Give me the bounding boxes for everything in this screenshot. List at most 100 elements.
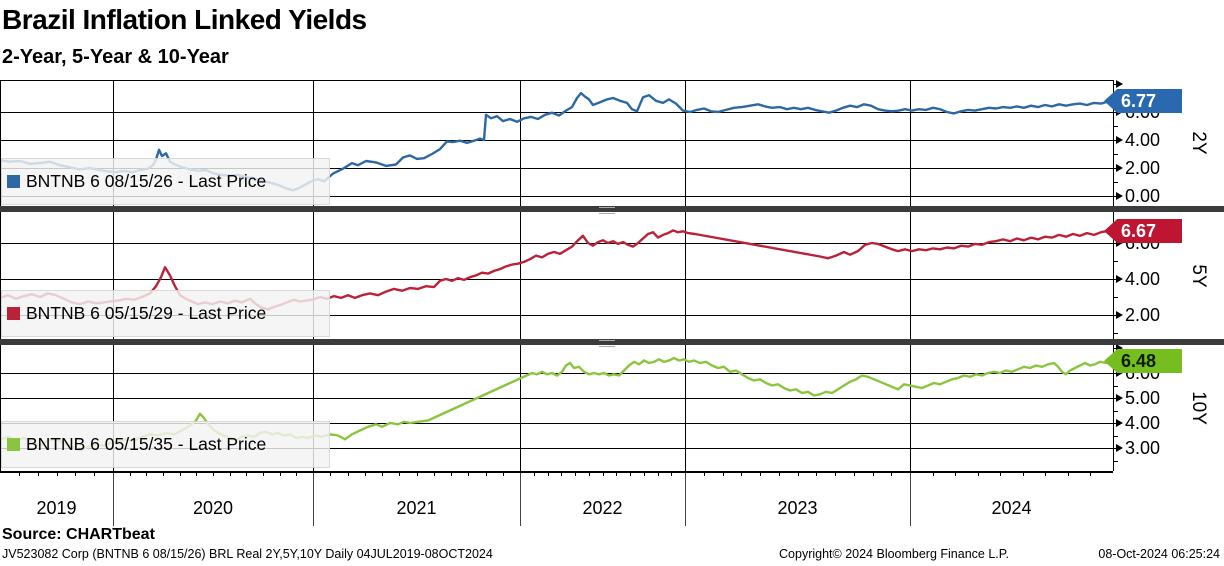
x-axis-minor-tick <box>703 471 705 476</box>
x-axis-minor-tick <box>835 471 836 476</box>
y-axis-minor-tick <box>1113 385 1118 387</box>
y-axis-tick-label: 4.00 <box>1125 269 1161 289</box>
y-gridline <box>0 398 1113 399</box>
x-axis-minor-tick <box>296 471 298 476</box>
x-axis-minor-tick <box>932 471 934 476</box>
x-axis-year-label: 2024 <box>991 498 1032 518</box>
y-axis-minor-tick <box>1113 154 1118 155</box>
y-axis-tick-arrow <box>1116 311 1123 319</box>
legend-box: BNTNB 6 05/15/29 - Last Price <box>1 290 330 337</box>
x-axis-minor-tick <box>722 471 724 476</box>
x-axis-minor-tick <box>853 471 855 476</box>
plot-left-spine <box>0 80 1 471</box>
x-axis-year-label: 2023 <box>777 498 818 518</box>
source-label: Source: CHARTbeat <box>2 526 155 543</box>
y-axis-tick-arrow <box>1116 369 1123 377</box>
x-axis-minor-tick <box>816 471 818 476</box>
legend-label: BNTNB 6 05/15/35 - Last Price <box>26 434 267 454</box>
x-axis-minor-tick <box>547 471 549 476</box>
year-divider-line <box>520 471 521 526</box>
year-divider-line <box>685 471 686 526</box>
x-axis-minor-tick <box>533 471 535 476</box>
last-price-badge: 6.67 <box>1104 219 1182 243</box>
panel-side-label: 2Y <box>1188 131 1209 155</box>
y-gridline <box>0 448 1113 449</box>
x-axis-minor-tick <box>279 471 281 476</box>
x-axis-minor-tick <box>94 471 96 476</box>
x-axis-minor-tick <box>347 471 349 476</box>
year-gridline <box>520 80 521 471</box>
panel-side-label: 5Y <box>1188 263 1209 288</box>
x-axis-minor-tick <box>56 471 58 476</box>
x-axis-minor-tick <box>616 471 618 476</box>
legend-marker-square <box>7 438 20 451</box>
x-axis-year-label: 2020 <box>192 498 234 518</box>
year-gridline <box>910 80 911 471</box>
y-gridline <box>0 315 1113 316</box>
plot-right-spine <box>1113 80 1114 471</box>
x-axis-minor-tick <box>213 471 214 476</box>
y-axis-minor-tick <box>1113 126 1118 127</box>
x-axis-minor-tick <box>451 471 452 476</box>
y-gridline <box>0 279 1113 280</box>
last-price-badge: 6.77 <box>1104 89 1182 113</box>
panel-separator-grip[interactable] <box>599 339 615 347</box>
y-axis-tick-label: 5.00 <box>1125 388 1161 408</box>
x-axis-minor-tick <box>485 471 487 476</box>
x-axis-minor-tick <box>891 471 893 476</box>
y-gridline <box>0 112 1113 113</box>
x-axis-minor-tick <box>657 471 659 476</box>
x-axis-minor-tick <box>502 471 504 476</box>
x-axis-minor-tick <box>602 471 604 476</box>
y-axis-tick-label: 4.00 <box>1125 413 1161 433</box>
y-gridline <box>0 423 1113 424</box>
y-gridline <box>0 140 1113 141</box>
x-axis-minor-tick <box>575 471 576 476</box>
x-axis-minor-tick <box>1090 471 1092 476</box>
y-axis-tick-label: 3.00 <box>1125 438 1161 458</box>
x-axis-minor-tick <box>75 471 77 476</box>
x-axis-minor-tick <box>797 471 799 476</box>
y-axis-minor-tick <box>1113 297 1118 298</box>
x-axis-minor-tick <box>163 471 164 476</box>
y-axis-minor-tick <box>1113 460 1118 462</box>
x-axis-minor-tick <box>468 471 470 476</box>
x-axis-minor-tick <box>399 471 401 476</box>
panel-separator-grip[interactable] <box>599 206 615 214</box>
x-axis-minor-tick <box>741 471 743 476</box>
year-divider-line <box>910 471 911 526</box>
y-axis-tick-label: 0.00 <box>1125 186 1161 206</box>
x-axis-minor-tick <box>1000 471 1002 476</box>
x-axis-minor-tick <box>778 471 780 476</box>
y-axis-minor-tick <box>1113 435 1118 437</box>
x-axis-minor-tick <box>18 471 20 476</box>
chart-title: Brazil Inflation Linked Yields <box>2 4 367 35</box>
x-axis-minor-tick <box>146 471 148 476</box>
x-axis-minor-tick <box>977 471 979 476</box>
x-axis-year-label: 2021 <box>396 498 437 518</box>
x-axis-minor-tick <box>872 471 874 476</box>
y-axis-tick-arrow <box>1116 419 1123 427</box>
y-axis-tick-arrow <box>1116 275 1123 283</box>
x-axis-minor-tick <box>630 471 631 476</box>
chart-subtitle: 2-Year, 5-Year & 10-Year <box>2 46 229 68</box>
x-axis-minor-tick <box>760 471 761 476</box>
x-axis-minor-tick <box>263 471 264 476</box>
y-axis-tick-label: 2.00 <box>1125 158 1161 178</box>
y-axis-tick-arrow <box>1116 136 1123 144</box>
ticker-meta: JV523082 Corp (BNTNB 6 08/15/26) BRL Rea… <box>2 547 493 561</box>
last-price-badge: 6.48 <box>1104 349 1182 373</box>
panel-side-label: 10Y <box>1188 391 1209 425</box>
legend-label: BNTNB 6 08/15/26 - Last Price <box>26 171 267 191</box>
y-axis-tick-label: 4.00 <box>1125 130 1161 150</box>
y-axis-tick-label: 2.00 <box>1125 305 1161 325</box>
x-axis-minor-tick <box>330 471 332 476</box>
y-axis-tick-arrow <box>1116 344 1123 352</box>
year-gridline <box>685 80 686 471</box>
x-axis-minor-tick <box>382 471 383 476</box>
x-axis-minor-tick <box>671 471 673 476</box>
year-divider-line <box>113 471 114 526</box>
